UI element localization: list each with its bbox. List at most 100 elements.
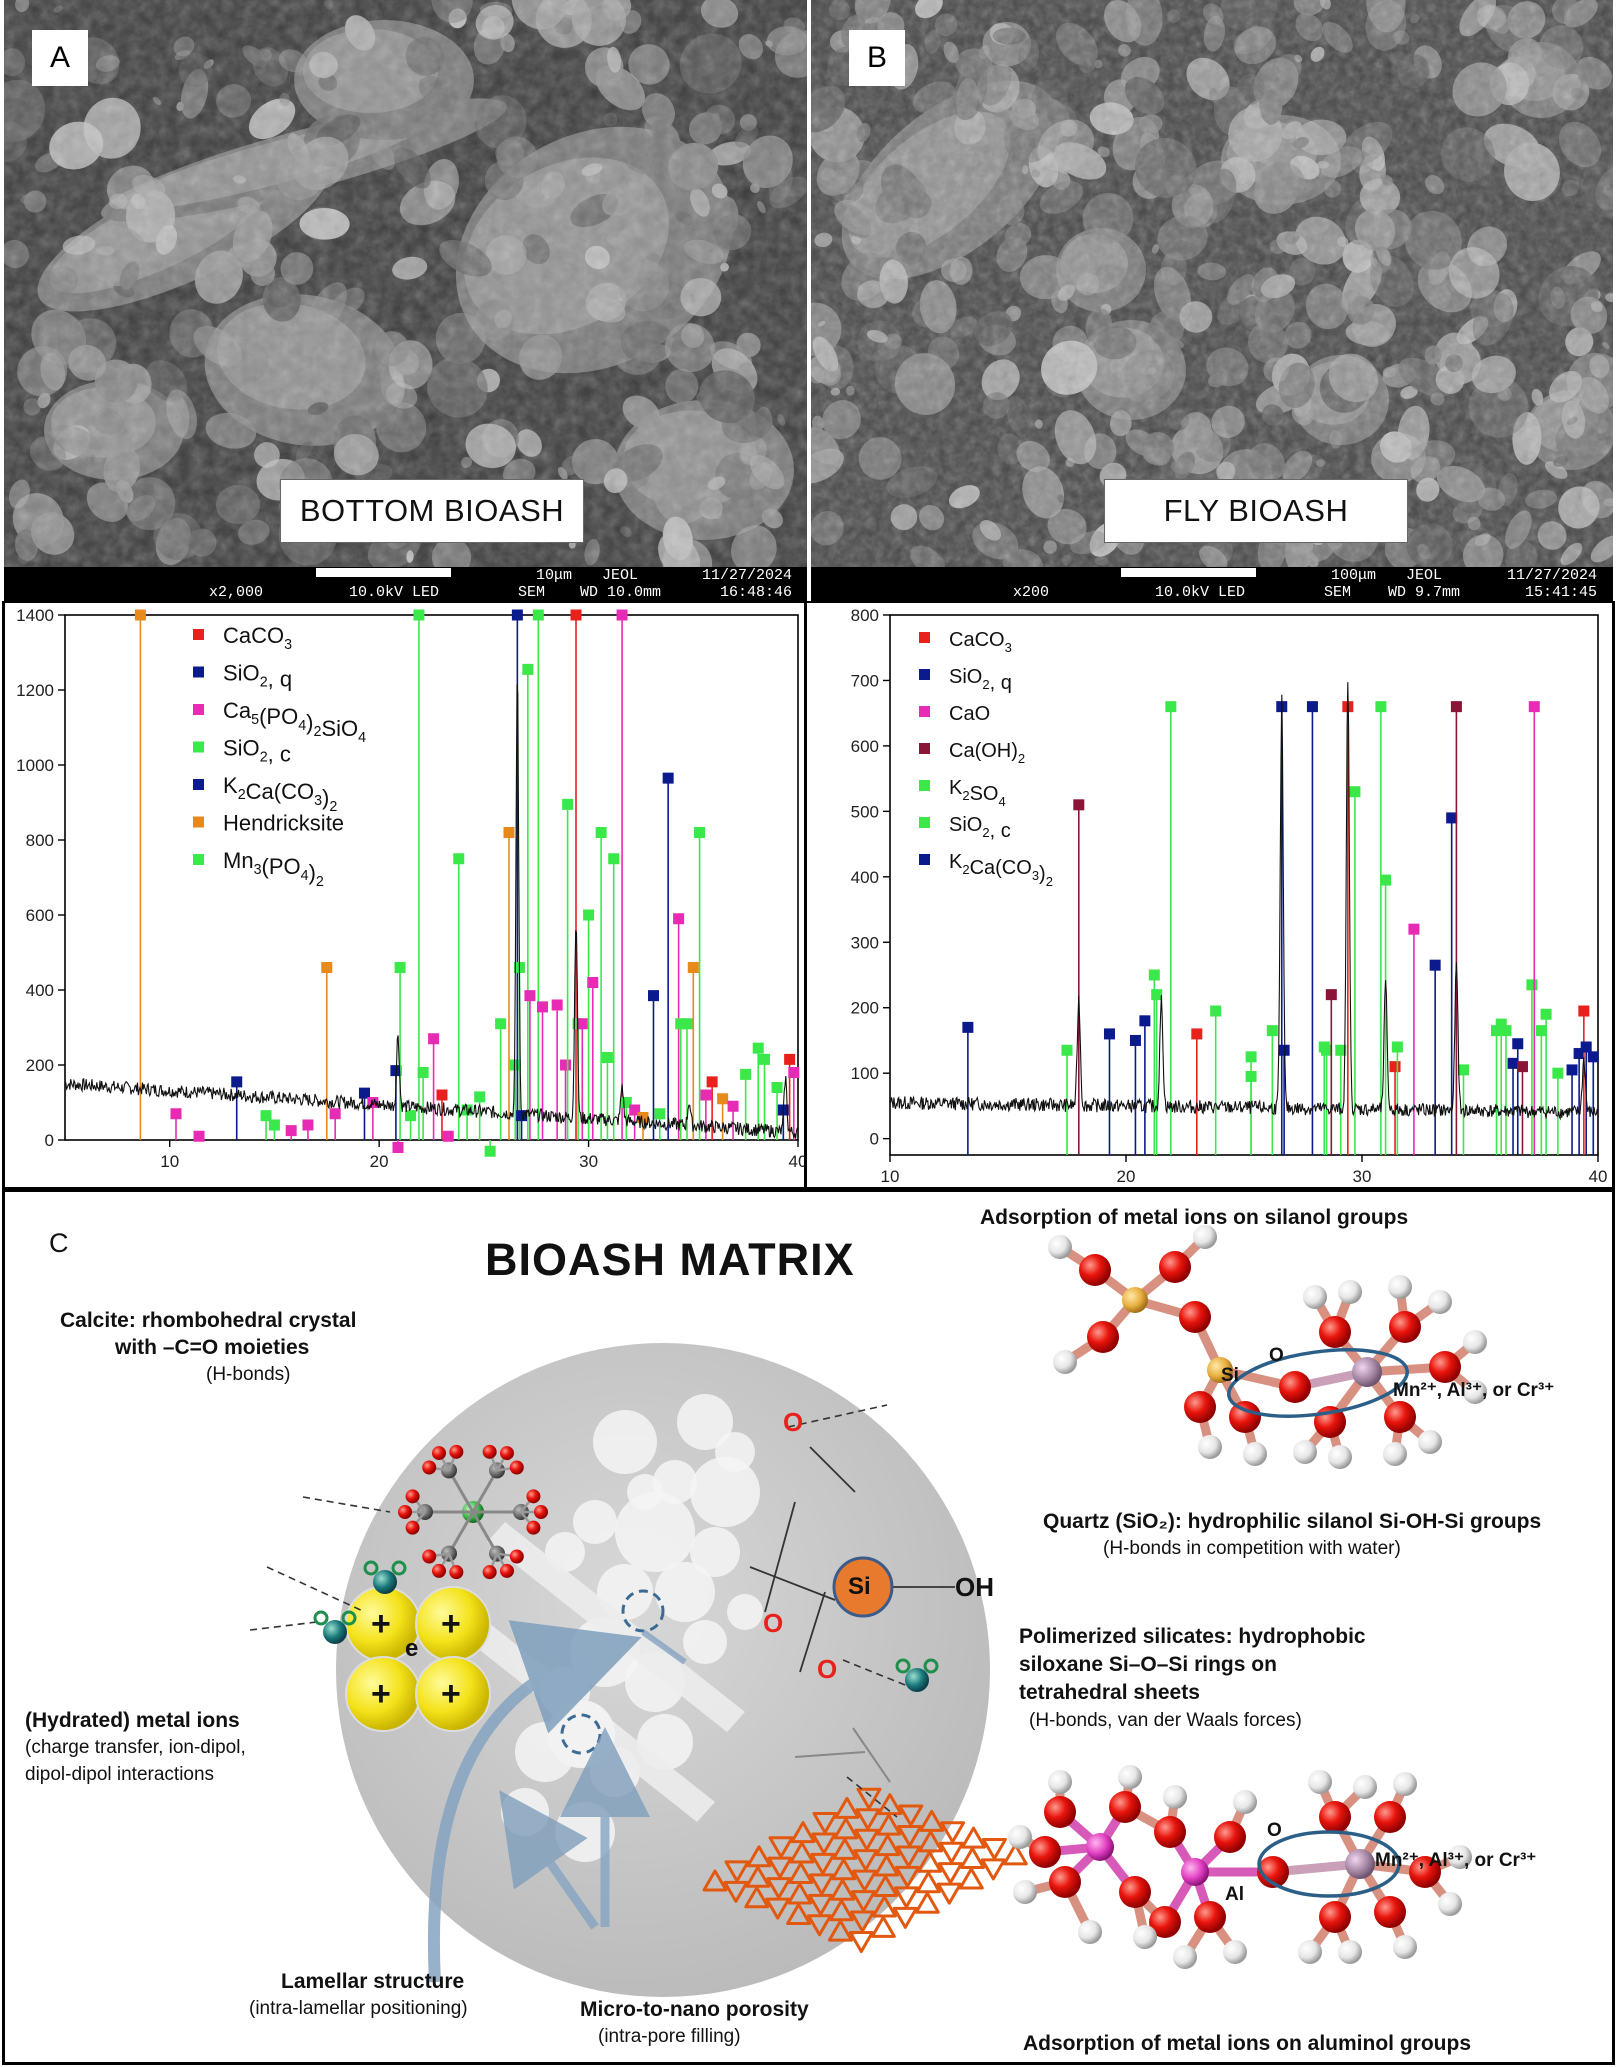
aluminol-adsorption-molecule — [1008, 1765, 1472, 1969]
xrd-plot-frame — [889, 614, 1599, 1156]
y-tick-label: 500 — [851, 802, 879, 821]
water-hydrogen — [895, 1658, 911, 1674]
hydrogen-atom — [1008, 1825, 1032, 1849]
xrd-peak-marker — [616, 609, 628, 621]
xrd-peak-marker — [727, 1100, 739, 1112]
legend-marker — [193, 816, 204, 828]
tetrahedron — [789, 1841, 815, 1864]
oxygen-atom — [534, 1505, 548, 1519]
aluminum-atom — [1086, 1833, 1114, 1861]
hydrogen-atom — [1338, 1940, 1362, 1964]
xrd-peak-marker — [522, 663, 534, 675]
xrd-peak-marker — [570, 609, 582, 621]
sem-infobar-b: 100μm JEOL 11/27/2024 x200 10.0kV LED SE… — [811, 567, 1613, 603]
oxygen-atom — [432, 1563, 446, 1578]
xrd-peak-marker — [484, 1145, 496, 1157]
xrd-peak-marker — [694, 827, 706, 838]
bioash-matrix-title: BIOASH MATRIX — [485, 1234, 855, 1285]
tetrahedron — [854, 1828, 880, 1851]
silanol-title: Adsorption of metal ions on silanol grou… — [980, 1206, 1409, 1229]
tetrahedron — [895, 1865, 920, 1888]
xrd-peak-marker — [788, 1067, 800, 1078]
legend-entry: CaCO3 — [949, 629, 1012, 655]
quartz-sub: (H-bonds in competition with water) — [1103, 1538, 1401, 1559]
xrd-diffractogram-line — [889, 682, 1599, 1121]
xrd-peak-marker — [1061, 1044, 1073, 1056]
xrd-peak-marker — [1191, 1028, 1203, 1040]
hydrogen-atom — [1298, 1940, 1322, 1964]
tetrahedron — [768, 1836, 794, 1859]
legend-entry: Ca5(PO4)2SiO4 — [223, 698, 366, 746]
tetrahedron — [702, 1869, 728, 1892]
tetrahedron — [914, 1891, 940, 1914]
xrd-peak-marker — [516, 1110, 528, 1122]
x-tick-label: 20 — [1117, 1167, 1136, 1186]
o-label-left: O — [763, 1608, 784, 1638]
legend-marker — [919, 632, 930, 643]
legend-entry: K2Ca(CO3)2 — [949, 851, 1053, 889]
scale-bar-b — [1121, 568, 1256, 577]
xrd-peak-marker — [620, 1097, 632, 1108]
oxygen-atom — [432, 1446, 446, 1461]
x-tick-label: 10 — [881, 1167, 900, 1186]
info-maker-b: JEOL — [1406, 567, 1443, 584]
oxygen-atom — [1214, 1821, 1246, 1853]
hydrogen-atom — [1463, 1380, 1487, 1404]
sem-texture-a — [4, 0, 807, 567]
x-tick-label: 30 — [579, 1152, 598, 1171]
tetrahedron — [723, 1880, 749, 1903]
tetrahedron — [853, 1849, 879, 1872]
xrd-peak-marker — [1148, 969, 1160, 981]
x-tick-label: 20 — [370, 1152, 389, 1171]
electron-label: e — [405, 1635, 419, 1662]
info-maker-a: JEOL — [602, 567, 639, 584]
tetrahedron — [766, 1877, 792, 1900]
hydrogen-atom — [1428, 1290, 1452, 1314]
hydrogen-atom — [1388, 1275, 1412, 1299]
hydrogen-atom — [1078, 1920, 1102, 1944]
xrd-peak-marker — [587, 977, 599, 988]
hydrogen-atom — [1243, 1442, 1267, 1466]
xrd-peak-marker — [771, 1082, 783, 1093]
tetrahedron — [937, 1862, 963, 1885]
oxygen-atom — [1029, 1836, 1061, 1868]
xrd-peak-marker — [1540, 1008, 1552, 1020]
xrd-peak-marker — [1103, 1028, 1115, 1040]
xrd-peak-marker — [562, 798, 574, 810]
oxygen-atom — [1179, 1301, 1211, 1333]
xrd-peak-marker — [647, 990, 659, 1002]
y-tick-label: 0 — [870, 1130, 879, 1149]
oxygen-atom — [1429, 1351, 1461, 1383]
metal-ions-cluster — [345, 1586, 491, 1732]
xrd-peak-marker — [675, 1018, 687, 1030]
tetrahedron — [834, 1796, 860, 1819]
calcite-sub: (H-bonds) — [206, 1364, 291, 1385]
tetrahedron — [856, 1787, 882, 1810]
legend-marker — [919, 743, 930, 754]
xrd-peak-marker — [1457, 1064, 1469, 1076]
tetrahedron — [873, 1875, 898, 1897]
y-tick-label: 700 — [851, 671, 879, 690]
oxygen-atom — [1319, 1316, 1351, 1348]
xrd-peak-marker — [453, 853, 465, 865]
hydrogen-atom — [1393, 1935, 1417, 1959]
tetrahedron — [851, 1890, 876, 1913]
info-wd-a: WD 10.0mm — [580, 584, 662, 601]
y-tick-label: 1200 — [16, 681, 54, 700]
tetrahedron — [746, 1845, 772, 1868]
tetrahedron — [787, 1882, 813, 1905]
metal-label-top: Mn²⁺, Al³⁺, or Cr³⁺ — [1393, 1380, 1555, 1401]
sem-infobar-a: 10μm JEOL 11/27/2024 x2,000 10.0kV LED S… — [4, 567, 807, 603]
oxygen-atom — [500, 1563, 514, 1578]
tetrahedron — [765, 1897, 791, 1920]
tetrahedron — [877, 1793, 903, 1816]
oxygen-atom — [482, 1444, 497, 1459]
tetrahedron — [919, 1809, 945, 1832]
al-label-molecule: Al — [1225, 1884, 1244, 1905]
xrd-peak-marker — [1450, 701, 1462, 713]
metal-label-bottom: Mn²⁺, Al³⁺, or Cr³⁺ — [1375, 1850, 1537, 1871]
xrd-peak-marker — [1573, 1048, 1585, 1060]
xrd-peak-marker — [740, 1068, 752, 1080]
pore-circle — [690, 1527, 740, 1577]
oxygen-atom — [1384, 1401, 1416, 1433]
